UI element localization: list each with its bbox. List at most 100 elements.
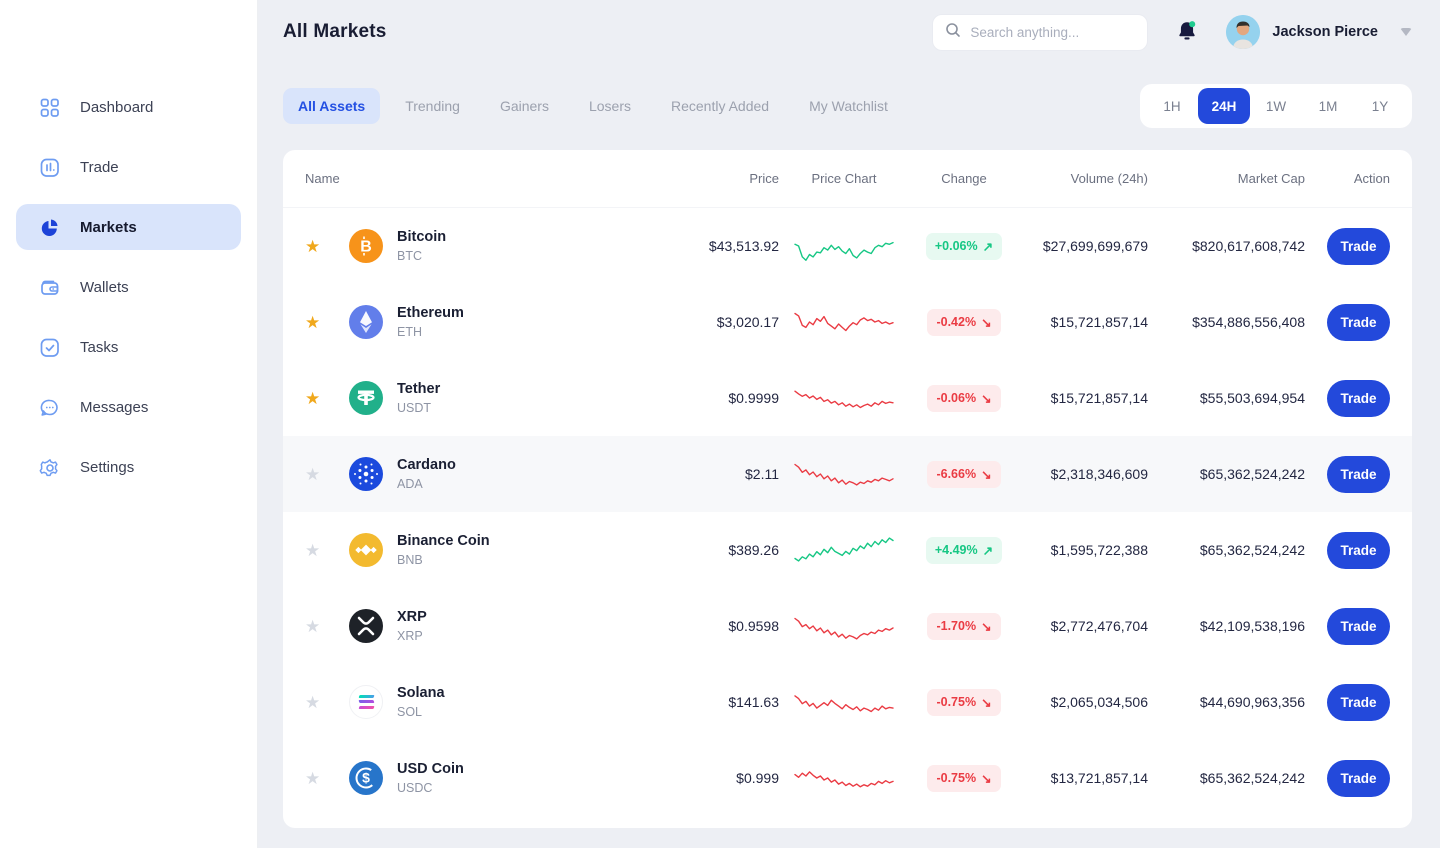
watchlist-star-icon[interactable]: ★ [305, 540, 321, 560]
coin-name: Solana [397, 685, 445, 701]
xrp-coin-icon [349, 609, 397, 643]
watchlist-star-icon[interactable]: ★ [305, 768, 321, 788]
asset-tab-label: All Assets [298, 98, 366, 114]
user-name: Jackson Pierce [1272, 24, 1378, 40]
watchlist-star-icon[interactable]: ★ [305, 464, 321, 484]
coin-market-cap: $55,503,694,954 [1199, 390, 1305, 406]
svg-text:B: B [360, 239, 372, 256]
change-badge: -0.06% ↘ [927, 384, 1001, 412]
tab-gainers[interactable]: Gainers [485, 88, 564, 124]
sidebar-item-markets[interactable]: Markets [16, 204, 241, 250]
time-filter-label: 1Y [1371, 98, 1389, 114]
tab-trending[interactable]: Trending [390, 88, 475, 124]
search-input[interactable] [970, 24, 1136, 40]
sidebar-item-dashboard[interactable]: Dashboard [16, 84, 241, 130]
coin-symbol: XRP [397, 629, 423, 643]
coin-symbol: ADA [397, 477, 423, 491]
price-sparkline [779, 529, 909, 571]
coin-name: Ethereum [397, 305, 464, 321]
coin-market-cap: $42,109,538,196 [1199, 618, 1305, 634]
coin-name: Tether [397, 381, 441, 397]
time-filter-24h[interactable]: 24H [1198, 88, 1250, 124]
change-cell: -6.66% ↘ [909, 460, 1019, 488]
trend-down-arrow-icon: ↘ [981, 695, 992, 710]
change-value: -0.42% [936, 315, 977, 329]
tab-recently-added[interactable]: Recently Added [656, 88, 784, 124]
coin-name-cell: Bitcoin BTC [397, 229, 669, 263]
trade-button[interactable]: Trade [1327, 303, 1390, 341]
coin-volume: $13,721,857,14 [1050, 770, 1148, 786]
price-sparkline [779, 301, 909, 343]
coin-volume: $2,772,476,704 [1050, 618, 1148, 634]
wallet-icon [38, 276, 60, 298]
sidebar-item-label: Dashboard [80, 98, 154, 116]
watchlist-star-icon[interactable]: ★ [305, 236, 321, 256]
trade-button[interactable]: Trade [1327, 227, 1390, 265]
search-box[interactable] [932, 13, 1149, 51]
tab-losers[interactable]: Losers [574, 88, 646, 124]
trade-button[interactable]: Trade [1327, 379, 1390, 417]
trade-button[interactable]: Trade [1327, 759, 1390, 797]
coin-price: $0.9598 [728, 618, 779, 634]
coin-price: $389.26 [728, 542, 779, 558]
sidebar-item-label: Trade [80, 158, 119, 176]
change-cell: -0.75% ↘ [909, 764, 1019, 792]
time-filter-1w[interactable]: 1W [1250, 88, 1302, 124]
asset-tab-label: Recently Added [671, 98, 770, 114]
coin-name-cell: Binance Coin BNB [397, 533, 669, 567]
coin-price: $43,513.92 [708, 238, 779, 254]
time-filter-1y[interactable]: 1Y [1354, 88, 1406, 124]
coin-symbol: BNB [397, 553, 423, 567]
coin-name-cell: USD Coin USDC [397, 761, 669, 795]
coin-price: $141.63 [728, 694, 779, 710]
coin-price: $0.999 [736, 770, 779, 786]
coin-market-cap: $354,886,556,408 [1192, 314, 1305, 330]
watchlist-star-icon[interactable]: ★ [305, 388, 321, 408]
notification-bell-icon[interactable] [1174, 19, 1200, 45]
main-content: All Markets [258, 0, 1440, 848]
usdt-coin-icon [349, 381, 397, 415]
table-row-sol: ★ Solana SOL $141.63 -0.75% ↘ $2,065,034… [283, 664, 1412, 740]
trade-button[interactable]: Trade [1327, 455, 1390, 493]
coin-volume: $2,318,346,609 [1050, 466, 1148, 482]
coin-volume: $27,699,699,679 [1042, 238, 1148, 254]
change-cell: +4.49% ↗ [909, 536, 1019, 564]
watchlist-star-icon[interactable]: ★ [305, 692, 321, 712]
trade-button[interactable]: Trade [1327, 531, 1390, 569]
sol-coin-icon [349, 685, 397, 719]
change-value: +0.06% [934, 239, 978, 253]
time-filter-1m[interactable]: 1M [1302, 88, 1354, 124]
tab-all-assets[interactable]: All Assets [283, 88, 381, 124]
sidebar-item-messages[interactable]: Messages [16, 384, 241, 430]
watchlist-star-icon[interactable]: ★ [305, 312, 321, 332]
time-filter-1h[interactable]: 1H [1146, 88, 1198, 124]
change-value: -1.70% [936, 619, 977, 633]
sidebar-item-wallets[interactable]: Wallets [16, 264, 241, 310]
tab-my-watchlist[interactable]: My Watchlist [794, 88, 903, 124]
trade-button[interactable]: Trade [1327, 683, 1390, 721]
user-menu[interactable]: Jackson Pierce [1226, 15, 1412, 49]
sidebar-item-label: Tasks [80, 338, 119, 356]
change-badge: -6.66% ↘ [927, 460, 1001, 488]
coin-name-cell: Tether USDT [397, 381, 669, 415]
sidebar-item-label: Wallets [80, 278, 129, 296]
coin-name: Cardano [397, 457, 456, 473]
sidebar-item-settings[interactable]: Settings [16, 444, 241, 490]
chevron-down-icon [1400, 28, 1412, 36]
change-cell: -0.42% ↘ [909, 308, 1019, 336]
svg-text:$: $ [362, 770, 370, 786]
watchlist-star-icon[interactable]: ★ [305, 616, 321, 636]
coin-name-cell: XRP XRP [397, 609, 669, 643]
table-body: ★ B Bitcoin BTC $43,513.92 +0.06% ↗ $27,… [283, 208, 1412, 816]
coin-volume: $1,595,722,388 [1050, 542, 1148, 558]
table-row-btc: ★ B Bitcoin BTC $43,513.92 +0.06% ↗ $27,… [283, 208, 1412, 284]
table-row-ada: ★ Cardano ADA $2.11 -6.66% ↘ $2,318,346,… [283, 436, 1412, 512]
sidebar-item-tasks[interactable]: Tasks [16, 324, 241, 370]
coin-name-cell: Cardano ADA [397, 457, 669, 491]
bnb-coin-icon [349, 533, 397, 567]
sidebar-item-trade[interactable]: Trade [16, 144, 241, 190]
table-row-usdc: ★ $ USD Coin USDC $0.999 -0.75% ↘ $13,72… [283, 740, 1412, 816]
change-value: +4.49% [934, 543, 978, 557]
coin-market-cap: $820,617,608,742 [1192, 238, 1305, 254]
trade-button[interactable]: Trade [1327, 607, 1390, 645]
